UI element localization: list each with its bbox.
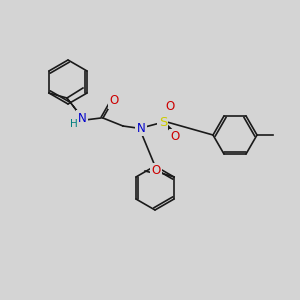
Text: H: H	[70, 119, 78, 129]
Text: O: O	[170, 130, 180, 143]
Text: O: O	[152, 164, 161, 178]
Text: N: N	[136, 122, 145, 134]
Text: S: S	[159, 116, 167, 130]
Polygon shape	[67, 98, 83, 118]
Text: O: O	[109, 94, 119, 107]
Text: N: N	[78, 112, 86, 124]
Text: O: O	[165, 100, 175, 113]
